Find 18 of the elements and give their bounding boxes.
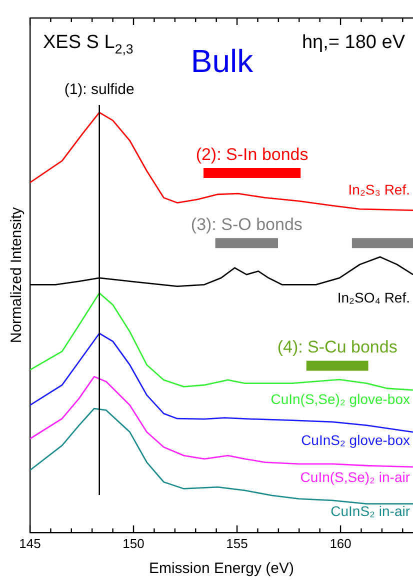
series-label: In₂S₃ Ref. [348,181,410,198]
x-tick-label: 145 [19,536,41,551]
annotation: (3): S-O bonds [190,215,302,234]
series-label: CuInS₂ in-air [330,502,410,519]
y-axis-title: Normalized Intensity [8,206,26,344]
ref-line-label: (1): sulfide [64,81,134,98]
x-axis-title: Emission Energy (eV) [148,560,294,578]
annotation: (4): S-Cu bonds [277,338,398,357]
series-label: CuIn(S,Se)₂ glove-box [270,391,410,408]
text: hη,= 180 eV [302,32,406,53]
series-label: CuInS₂ glove-box [301,432,410,448]
x-tick-label: 155 [226,536,248,551]
series-label: In₂SO₄ Ref. [337,290,410,306]
series-label: CuIn(S,Se)₂ in-air [300,468,410,485]
x-tick-label: 150 [122,536,144,551]
annotation: (2): S-In bonds [196,144,308,164]
x-tick-label: 160 [330,536,352,551]
chart-subtitle: Bulk [190,43,254,79]
